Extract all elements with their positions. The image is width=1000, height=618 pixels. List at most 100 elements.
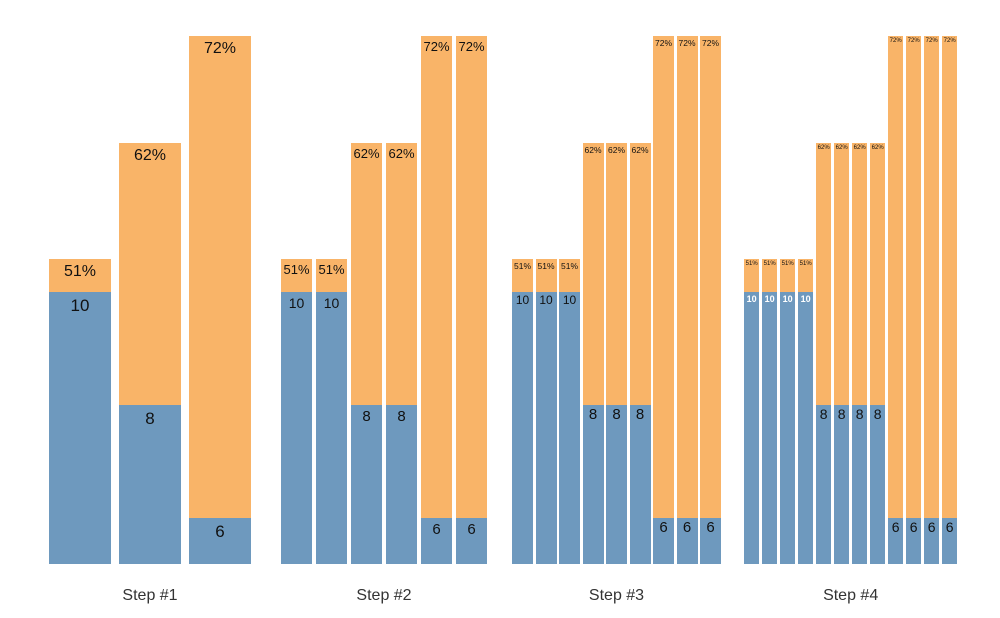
bar-bottom-segment: 10 xyxy=(316,292,347,564)
bar-bottom-segment: 8 xyxy=(870,405,886,564)
stacked-bar: 62% 8 xyxy=(834,143,850,564)
bar-top-segment: 72% xyxy=(456,36,487,518)
stacked-bar: 51% 10 xyxy=(780,259,796,564)
bar-bottom-segment: 6 xyxy=(676,518,698,564)
stacked-bar: 51% 10 xyxy=(49,259,111,564)
bar-percent-label: 51% xyxy=(537,261,555,271)
step-label: Step #3 xyxy=(588,587,645,604)
bar-bottom-segment: 8 xyxy=(834,405,850,564)
bar-top-segment: 72% xyxy=(942,36,958,518)
bar-bottom-segment: 6 xyxy=(906,518,922,564)
bar-top-segment: 72% xyxy=(421,36,452,518)
bar-bottom-segment: 10 xyxy=(535,292,557,564)
bar-bottom-segment: 6 xyxy=(456,518,487,564)
stacked-bar: 72% 6 xyxy=(924,36,940,564)
bar-bottom-segment: 6 xyxy=(924,518,940,564)
bar-top-segment: 72% xyxy=(700,36,721,518)
bar-value-label: 8 xyxy=(145,409,155,428)
bar-percent-label: 72% xyxy=(678,38,696,48)
bar-bottom-segment: 8 xyxy=(816,405,832,564)
bar-value-label: 10 xyxy=(764,294,775,304)
bar-top-segment: 72% xyxy=(924,36,940,518)
bar-top-segment: 62% xyxy=(119,143,181,405)
step-label: Step #4 xyxy=(823,587,879,604)
bar-top-segment: 62% xyxy=(582,143,604,405)
bar-value-label: 8 xyxy=(873,406,882,422)
bar-percent-label: 62% xyxy=(584,145,602,155)
bar-top-segment: 51% xyxy=(780,259,796,292)
bar-percent-label: 62% xyxy=(388,146,415,161)
bar-top-segment: 51% xyxy=(744,259,760,292)
bar-value-label: 6 xyxy=(659,519,668,536)
stacked-bar: 72% 6 xyxy=(906,36,922,564)
bar-percent-label: 62% xyxy=(353,146,380,161)
step-label: Step #1 xyxy=(122,587,178,604)
stacked-bar: 72% 6 xyxy=(653,36,674,564)
bar-bottom-segment: 8 xyxy=(351,405,382,564)
bar-bottom-segment: 6 xyxy=(421,518,452,564)
stacked-bar: 72% 6 xyxy=(189,36,251,564)
bar-value-label: 6 xyxy=(909,519,918,535)
stacked-bar: 51% 10 xyxy=(281,259,312,564)
bar-value-label: 10 xyxy=(515,293,530,307)
bar-top-segment: 62% xyxy=(870,143,886,405)
bar-percent-label: 62% xyxy=(853,145,866,151)
stacked-bar: 62% 8 xyxy=(119,143,181,564)
bar-value-label: 8 xyxy=(819,406,828,422)
bar-bottom-segment: 10 xyxy=(780,292,796,564)
bar-top-segment: 51% xyxy=(535,259,557,292)
stacked-bar: 72% 6 xyxy=(676,36,698,564)
bar-top-segment: 62% xyxy=(852,143,868,405)
step-label: Step #2 xyxy=(356,587,412,604)
bar-top-segment: 62% xyxy=(351,143,382,405)
bar-percent-label: 72% xyxy=(925,38,938,44)
bar-value-label: 8 xyxy=(855,406,864,422)
bar-percent-label: 62% xyxy=(871,145,884,151)
bar-bottom-segment: 10 xyxy=(512,292,533,564)
bar-value-label: 10 xyxy=(800,294,811,304)
bar-bottom-segment: 6 xyxy=(888,518,904,564)
bar-percent-label: 72% xyxy=(889,38,902,44)
bar-top-segment: 62% xyxy=(816,143,832,405)
bar-percent-label: 72% xyxy=(943,38,956,44)
bar-percent-label: 62% xyxy=(607,145,625,155)
bar-percent-label: 51% xyxy=(283,262,310,277)
bar-bottom-segment: 6 xyxy=(700,518,721,564)
bar-top-segment: 51% xyxy=(559,259,580,292)
bar-value-label: 6 xyxy=(432,521,441,538)
stacked-bar: 51% 10 xyxy=(762,259,778,564)
stacked-bar: 51% 10 xyxy=(744,259,760,564)
bar-value-label: 6 xyxy=(891,519,900,535)
bar-bottom-segment: 10 xyxy=(744,292,760,564)
bar-percent-label: 62% xyxy=(835,145,848,151)
bar-value-label: 8 xyxy=(397,408,406,425)
bar-top-segment: 51% xyxy=(512,259,533,292)
bar-top-segment: 72% xyxy=(189,36,251,518)
bar-bottom-segment: 8 xyxy=(386,405,417,564)
bar-percent-label: 51% xyxy=(63,263,97,280)
bar-value-label: 10 xyxy=(323,295,340,311)
bar-top-segment: 72% xyxy=(888,36,904,518)
bar-top-segment: 51% xyxy=(798,259,814,292)
bar-percent-label: 51% xyxy=(745,261,758,267)
bar-value-label: 6 xyxy=(215,522,225,541)
bar-top-segment: 51% xyxy=(281,259,312,292)
stacked-bar: 72% 6 xyxy=(888,36,904,564)
bar-percent-label: 51% xyxy=(781,261,794,267)
bar-top-segment: 62% xyxy=(629,143,651,405)
stacked-bar: 51% 10 xyxy=(535,259,557,564)
bar-value-label: 6 xyxy=(706,519,715,536)
bar-percent-label: 51% xyxy=(513,261,531,271)
bar-bottom-segment: 10 xyxy=(559,292,580,564)
stacked-bar: 72% 6 xyxy=(456,36,487,564)
bar-value-label: 6 xyxy=(467,521,476,538)
bar-percent-label: 72% xyxy=(458,39,485,54)
bar-top-segment: 62% xyxy=(834,143,850,405)
bar-top-segment: 62% xyxy=(606,143,627,405)
bar-value-label: 6 xyxy=(927,519,936,535)
bar-bottom-segment: 10 xyxy=(49,292,111,564)
bar-percent-label: 72% xyxy=(423,39,450,54)
bar-value-label: 10 xyxy=(288,295,305,311)
